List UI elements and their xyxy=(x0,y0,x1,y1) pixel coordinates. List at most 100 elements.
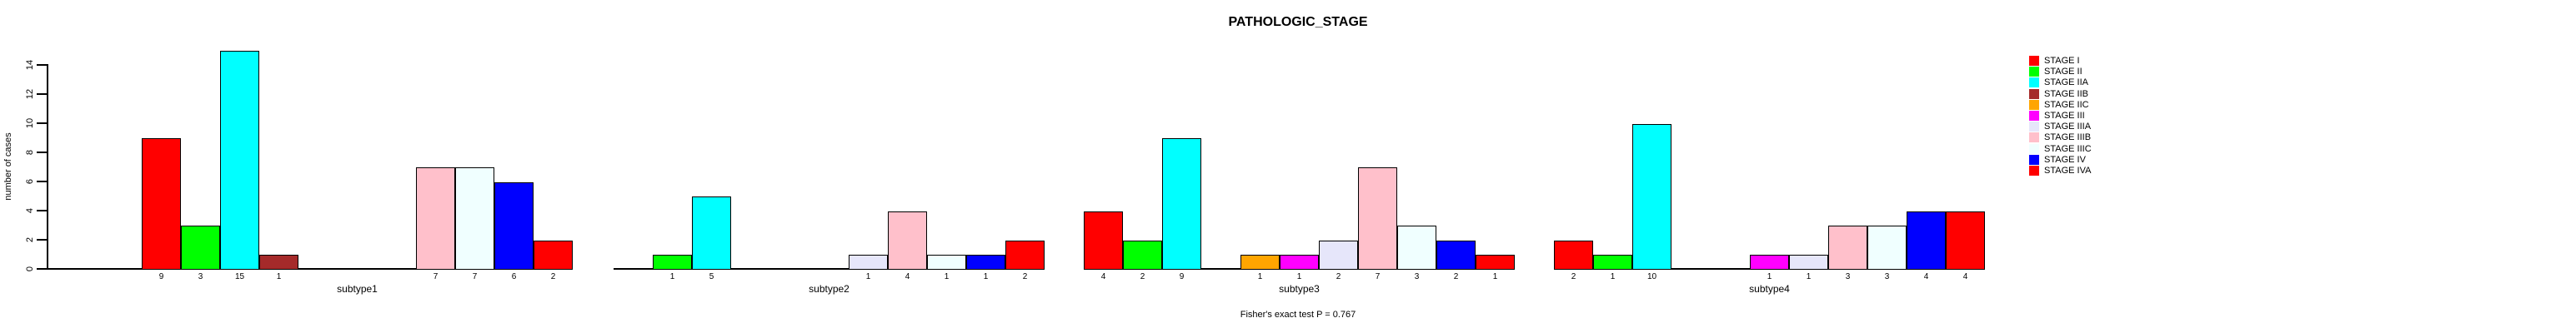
legend-swatch-stage-iic xyxy=(2029,99,2039,110)
bar-value-label: 4 xyxy=(905,272,910,281)
bar-stage-iiic-subtype4 xyxy=(1867,226,1907,270)
bar-stage-iiib-subtype3 xyxy=(1358,167,1397,270)
bar-value-label: 3 xyxy=(1884,272,1890,281)
bar-stage-iv-subtype2 xyxy=(966,255,1005,270)
x-baseline-subtype1 xyxy=(47,268,573,270)
bar-value-label: 1 xyxy=(1257,272,1263,281)
bar-value-label: 2 xyxy=(1453,272,1459,281)
y-tick-label: 10 xyxy=(25,117,35,129)
bar-value-label: 10 xyxy=(1646,272,1657,281)
bar-value-label: 1 xyxy=(865,272,871,281)
bar-stage-iia-subtype2 xyxy=(692,196,731,270)
legend-label-stage-iiia: STAGE IIIA xyxy=(2044,122,2092,132)
bar-value-label: 2 xyxy=(1336,272,1341,281)
bar-stage-iva-subtype3 xyxy=(1476,255,1515,270)
bar-value-label: 5 xyxy=(709,272,714,281)
bar-stage-iiib-subtype2 xyxy=(888,211,927,270)
legend-label-stage-iib: STAGE IIB xyxy=(2044,88,2088,99)
bar-value-label: 2 xyxy=(1571,272,1576,281)
y-tick-label: 0 xyxy=(25,266,35,272)
y-axis-line xyxy=(47,64,48,270)
y-tick-label: 12 xyxy=(25,88,35,100)
bar-stage-ii-subtype4 xyxy=(1593,255,1632,270)
bar-value-label: 1 xyxy=(1296,272,1302,281)
group-label-subtype2: subtype2 xyxy=(809,283,849,295)
legend-swatch-stage-iii xyxy=(2029,111,2039,121)
bar-stage-iv-subtype4 xyxy=(1907,211,1946,270)
bar-value-label: 1 xyxy=(944,272,950,281)
legend-swatch-stage-iib xyxy=(2029,88,2039,99)
bar-stage-iiic-subtype2 xyxy=(927,255,966,270)
legend-swatch-stage-iv xyxy=(2029,154,2039,165)
bar-stage-iia-subtype4 xyxy=(1632,124,1671,270)
legend-label-stage-iia: STAGE IIA xyxy=(2044,77,2088,88)
legend-label-stage-iv: STAGE IV xyxy=(2044,154,2086,165)
bar-stage-iiib-subtype4 xyxy=(1828,226,1867,270)
bar-value-label: 3 xyxy=(1414,272,1420,281)
bar-stage-iib-subtype1 xyxy=(259,255,298,270)
bar-value-label: 2 xyxy=(1140,272,1145,281)
y-tick xyxy=(37,268,47,270)
y-tick xyxy=(37,181,47,182)
y-tick xyxy=(37,152,47,153)
y-tick xyxy=(37,239,47,241)
legend-swatch-stage-i xyxy=(2029,56,2039,66)
legend-label-stage-iii: STAGE III xyxy=(2044,111,2085,121)
y-tick xyxy=(37,122,47,124)
legend-label-stage-i: STAGE I xyxy=(2044,56,2080,66)
bar-stage-iiia-subtype3 xyxy=(1319,241,1358,270)
bar-value-label: 1 xyxy=(1767,272,1772,281)
legend-swatch-stage-iiia xyxy=(2029,122,2039,132)
bar-stage-iva-subtype1 xyxy=(534,241,573,270)
y-tick-label: 2 xyxy=(25,236,35,243)
bar-stage-ii-subtype2 xyxy=(653,255,692,270)
bar-value-label: 4 xyxy=(1923,272,1929,281)
bar-value-label: 6 xyxy=(511,272,517,281)
bar-stage-iva-subtype4 xyxy=(1946,211,1985,270)
group-label-subtype4: subtype4 xyxy=(1749,283,1790,295)
bar-value-label: 3 xyxy=(198,272,203,281)
legend-swatch-stage-iiib xyxy=(2029,132,2039,143)
bar-value-label: 7 xyxy=(1375,272,1381,281)
y-tick xyxy=(37,93,47,95)
bar-value-label: 9 xyxy=(1179,272,1185,281)
bar-stage-i-subtype3 xyxy=(1084,211,1123,270)
bar-stage-iia-subtype1 xyxy=(220,51,259,270)
bar-value-label: 9 xyxy=(158,272,164,281)
bar-stage-iiia-subtype2 xyxy=(849,255,888,270)
bar-stage-iva-subtype2 xyxy=(1005,241,1045,270)
legend-swatch-stage-iiic xyxy=(2029,143,2039,154)
legend-label-stage-ii: STAGE II xyxy=(2044,67,2082,77)
bar-stage-iiia-subtype4 xyxy=(1789,255,1828,270)
bar-value-label: 1 xyxy=(983,272,989,281)
bar-value-label: 1 xyxy=(1610,272,1616,281)
chart-title: PATHOLOGIC_STAGE xyxy=(1228,15,1368,29)
group-label-subtype1: subtype1 xyxy=(337,283,378,295)
legend-swatch-stage-iva xyxy=(2029,166,2039,176)
bar-value-label: 4 xyxy=(1100,272,1106,281)
bar-value-label: 1 xyxy=(1806,272,1812,281)
bar-stage-iiic-subtype3 xyxy=(1397,226,1436,270)
y-tick xyxy=(37,64,47,66)
bar-stage-iv-subtype1 xyxy=(494,182,534,270)
group-label-subtype3: subtype3 xyxy=(1279,283,1320,295)
bar-stage-iii-subtype4 xyxy=(1750,255,1789,270)
bar-value-label: 7 xyxy=(472,272,478,281)
legend-label-stage-iiib: STAGE IIIB xyxy=(2044,132,2092,143)
y-axis-title: number of cases xyxy=(3,132,13,201)
legend-label-stage-iva: STAGE IVA xyxy=(2044,166,2092,176)
y-tick-label: 14 xyxy=(25,59,35,71)
bar-stage-i-subtype1 xyxy=(142,138,181,270)
legend-label-stage-iiic: STAGE IIIC xyxy=(2044,143,2092,154)
bar-stage-iiib-subtype1 xyxy=(416,167,455,270)
bar-stage-iv-subtype3 xyxy=(1436,241,1476,270)
y-tick-label: 8 xyxy=(25,149,35,156)
legend-label-stage-iic: STAGE IIC xyxy=(2044,99,2089,110)
bar-value-label: 1 xyxy=(669,272,675,281)
legend-swatch-stage-iia xyxy=(2029,77,2039,88)
bar-value-label: 2 xyxy=(1022,272,1028,281)
bar-value-label: 2 xyxy=(550,272,556,281)
bar-value-label: 3 xyxy=(1845,272,1851,281)
bar-value-label: 1 xyxy=(1492,272,1498,281)
